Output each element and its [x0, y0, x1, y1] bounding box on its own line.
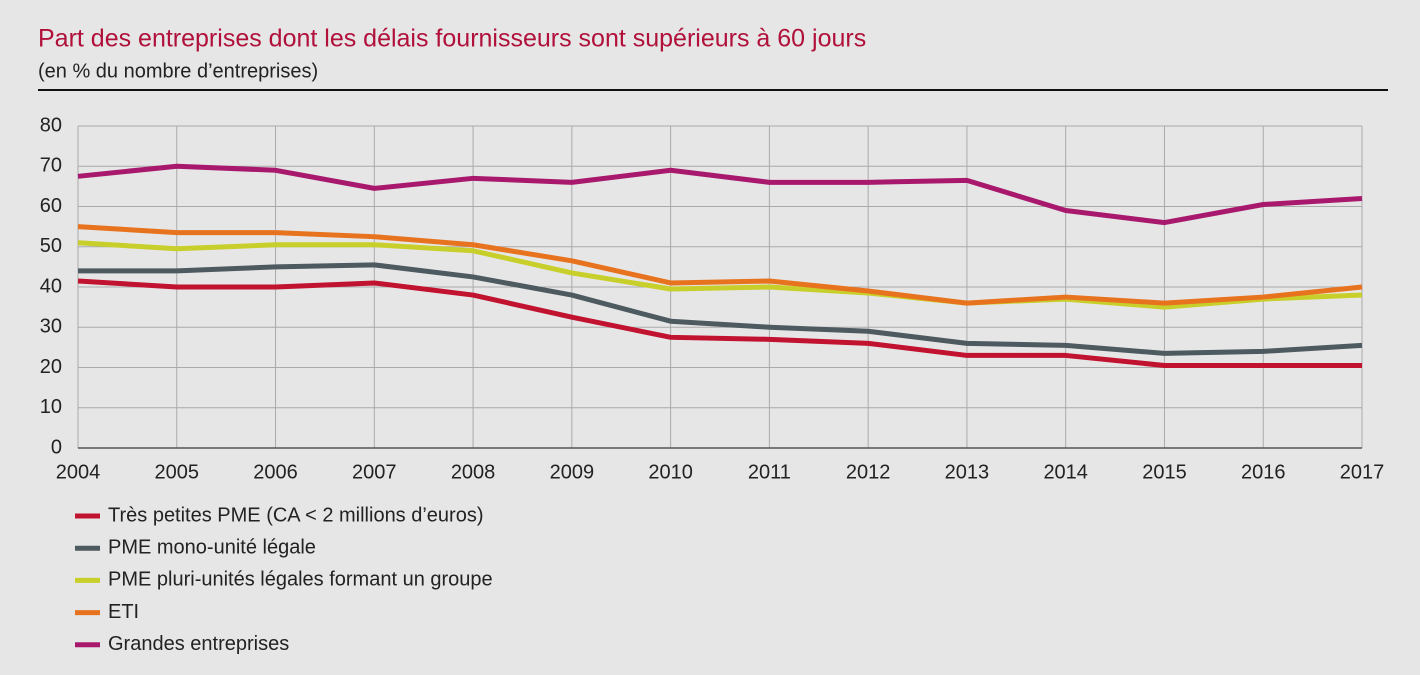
x-tick-label: 2009	[550, 461, 595, 483]
legend-label: PME mono-unité légale	[108, 536, 316, 558]
series-line	[77, 240, 1363, 310]
series-line	[77, 163, 1363, 226]
y-tick-label: 70	[40, 155, 62, 177]
y-tick-label: 0	[51, 436, 62, 458]
legend-label: Très petites PME (CA < 2 millions d’euro…	[108, 504, 484, 526]
chart-subtitle: (en % du nombre d’entreprises)	[38, 60, 318, 82]
legend-label: PME pluri-unités légales formant un grou…	[108, 569, 493, 591]
y-tick-label: 10	[40, 396, 62, 418]
x-tick-label: 2017	[1340, 461, 1385, 483]
y-tick-label: 30	[40, 316, 62, 338]
series-line	[77, 224, 1363, 306]
x-tick-label: 2004	[56, 461, 101, 483]
x-tick-label: 2015	[1142, 461, 1187, 483]
x-tick-label: 2011	[748, 461, 791, 483]
y-tick-label: 60	[40, 195, 62, 217]
x-tick-label: 2013	[945, 461, 990, 483]
x-tick-label: 2005	[155, 461, 200, 483]
y-tick-label: 80	[40, 114, 62, 136]
series-line	[77, 278, 1362, 368]
x-tick-label: 2008	[451, 461, 496, 483]
legend-label: ETI	[108, 601, 139, 623]
legend-label: Grandes entreprises	[108, 633, 289, 655]
y-tick-label: 20	[40, 356, 62, 378]
x-tick-label: 2010	[648, 461, 693, 483]
series-line	[78, 262, 1363, 356]
x-tick-label: 2016	[1241, 461, 1286, 483]
x-tick-label: 2012	[846, 461, 891, 483]
y-tick-label: 40	[40, 275, 62, 297]
chart-title: Part des entreprises dont les délais fou…	[38, 25, 866, 53]
x-tick-label: 2006	[253, 461, 298, 483]
x-tick-label: 2007	[352, 461, 397, 483]
x-tick-label: 2014	[1043, 461, 1088, 483]
y-tick-label: 50	[40, 235, 62, 257]
